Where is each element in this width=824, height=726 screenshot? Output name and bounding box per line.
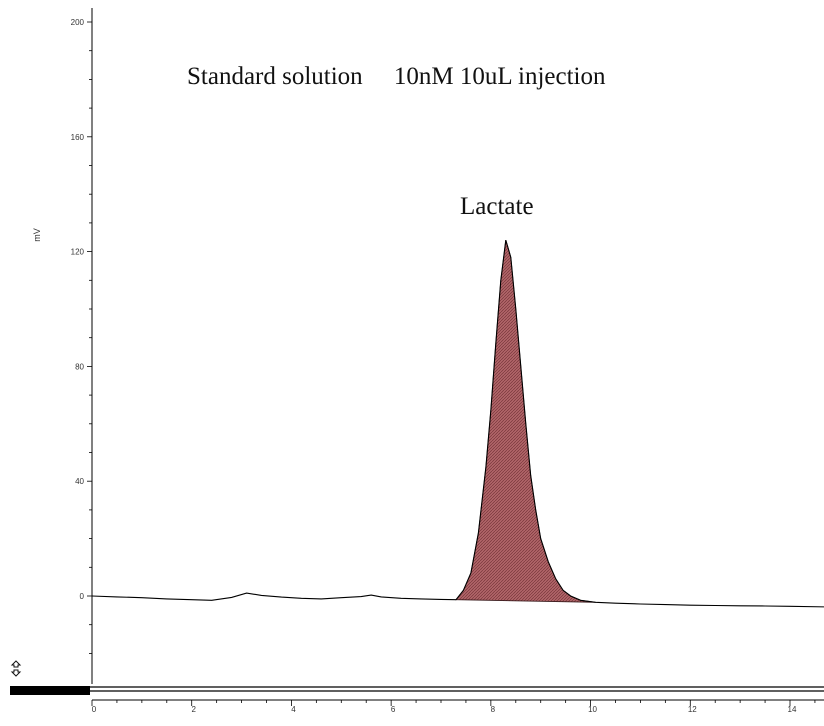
x-tick-label: 14 [788,705,797,714]
y-tick-label: 80 [75,362,84,371]
x-tick-label: 0 [92,705,97,714]
scroll-arrow-icon[interactable] [10,660,22,677]
x-tick-label: 8 [491,705,496,714]
y-tick-label: 160 [71,133,85,142]
y-tick-label: 40 [75,477,84,486]
y-axis-label: mV [32,228,42,242]
x-tick-label: 4 [291,705,296,714]
y-tick-label: 120 [71,248,85,257]
x-tick-label: 12 [688,705,697,714]
y-tick-label: 200 [71,18,85,27]
y-tick-label: 0 [80,592,85,601]
chromatogram-trace [91,239,824,608]
x-tick-label: 6 [391,705,396,714]
peak-label: Lactate [460,193,534,220]
time-scrollbar-handle[interactable] [10,686,90,695]
chart-annotation-title: Standard solution 10nM 10uL injection [187,63,606,90]
x-tick-label: 10 [588,705,597,714]
x-tick-label: 2 [191,705,196,714]
